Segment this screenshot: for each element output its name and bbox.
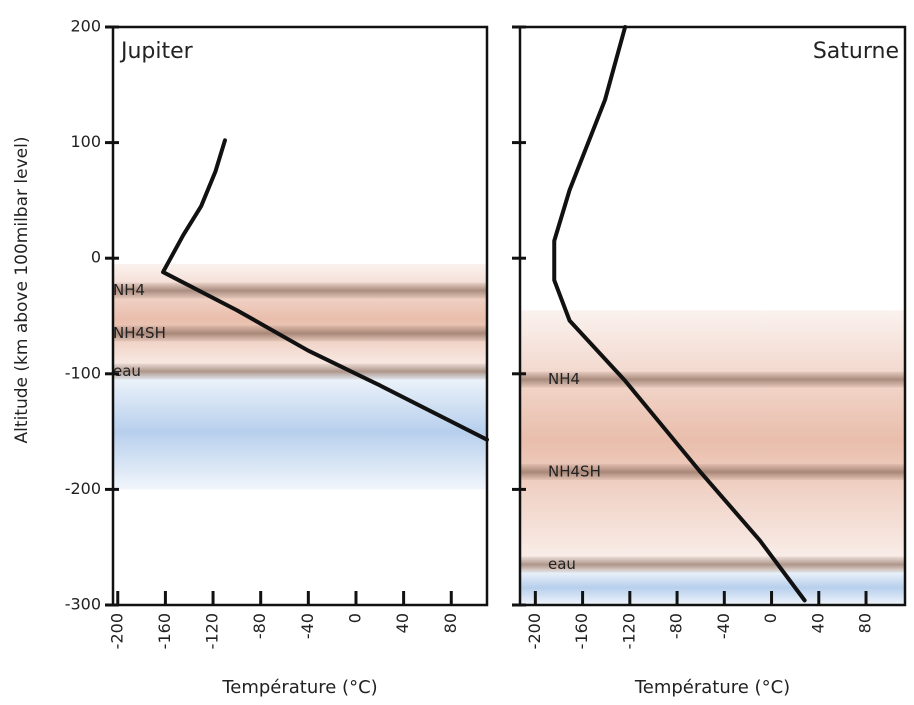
temperature-curve [552, 25, 807, 603]
y-tick-label: 200 [70, 17, 101, 36]
x-tick-label: -40 [714, 613, 733, 639]
x-tick-label: -80 [250, 613, 269, 639]
layer-label: NH4SH [113, 324, 166, 342]
frame [111, 25, 489, 607]
layer-label: NH4 [548, 370, 580, 388]
cloud-layer [520, 556, 905, 573]
x-tick-label: -40 [298, 613, 317, 639]
x-tick-label: -160 [572, 613, 591, 649]
x-tick-label: -200 [107, 613, 126, 649]
y-tick-label: 0 [91, 248, 101, 267]
y-tick-label: -100 [65, 363, 101, 382]
y-tick-label: -300 [65, 595, 101, 614]
x-tick-label: 0 [345, 613, 364, 623]
x-tick-label: 80 [856, 613, 875, 633]
x-tick-label: 80 [441, 613, 460, 633]
x-tick-label: 0 [761, 613, 780, 623]
band [520, 310, 905, 571]
y-tick-label: -200 [65, 479, 101, 498]
x-axis-label: Température (°C) [221, 677, 377, 698]
x-tick-label: -80 [667, 613, 686, 639]
frame [518, 25, 907, 607]
band [520, 570, 905, 605]
x-tick-label: 40 [808, 613, 827, 633]
panel-title: Jupiter [119, 39, 194, 64]
x-tick-label: -120 [619, 613, 638, 649]
cloud-layer [113, 282, 487, 299]
temperature-curve [161, 138, 489, 442]
x-tick-label: 40 [393, 613, 412, 633]
band [113, 373, 487, 490]
y-axis-label: Altitude (km above 100milbar level) [12, 137, 32, 444]
layer-label: NH4SH [548, 463, 601, 481]
band [113, 263, 487, 374]
cloud-layer [113, 363, 487, 380]
layer-label: eau [113, 362, 141, 380]
layer-label: eau [548, 555, 576, 573]
panel-title: Saturne [813, 39, 899, 64]
x-tick-label: -120 [203, 613, 222, 649]
cloud-layer [113, 325, 487, 342]
cloud-layer [520, 464, 905, 481]
x-tick-label: -160 [155, 613, 174, 649]
y-tick-label: 100 [70, 132, 101, 151]
x-tick-label: -200 [525, 613, 544, 649]
x-axis-label: Température (°C) [634, 677, 790, 698]
cloud-layer [520, 371, 905, 388]
layer-label: NH4 [113, 281, 145, 299]
